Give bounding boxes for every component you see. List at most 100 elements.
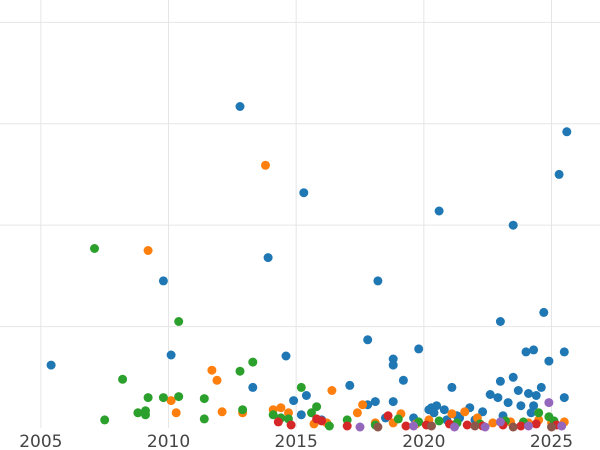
data-point [172, 408, 181, 417]
data-point [414, 344, 423, 353]
data-point [287, 421, 296, 430]
data-point [435, 416, 444, 425]
data-point [514, 386, 523, 395]
data-point [544, 357, 553, 366]
data-point [399, 376, 408, 385]
data-point [200, 394, 209, 403]
data-point [529, 345, 538, 354]
data-point [167, 396, 176, 405]
data-point [509, 373, 518, 382]
x-tick-label: 2015 [275, 432, 318, 450]
data-point [488, 418, 497, 427]
data-point [90, 244, 99, 253]
data-point [236, 367, 245, 376]
data-point [261, 161, 270, 170]
data-point [509, 221, 518, 230]
data-point [447, 383, 456, 392]
data-point [504, 398, 513, 407]
data-point [159, 393, 168, 402]
data-point [299, 188, 308, 197]
data-point [312, 402, 321, 411]
data-point [282, 352, 291, 361]
data-point [537, 383, 546, 392]
data-point [460, 407, 469, 416]
data-point [248, 383, 257, 392]
x-tick-label: 2005 [19, 432, 62, 450]
data-point [343, 422, 352, 431]
data-point [159, 276, 168, 285]
data-point [264, 253, 273, 262]
data-point [409, 422, 418, 431]
data-point [47, 361, 56, 370]
data-point [486, 390, 495, 399]
data-point [539, 308, 548, 317]
data-point [317, 416, 326, 425]
data-point [356, 423, 365, 432]
data-point [389, 397, 398, 406]
data-point [560, 347, 569, 356]
data-point [297, 383, 306, 392]
data-point [325, 422, 334, 431]
data-point [560, 393, 569, 402]
data-point [218, 407, 227, 416]
data-point [447, 409, 456, 418]
data-point [371, 397, 380, 406]
data-point [389, 355, 398, 364]
data-point [509, 423, 518, 432]
data-point [141, 410, 150, 419]
data-point [562, 127, 571, 136]
data-point [547, 423, 556, 432]
data-point [200, 414, 209, 423]
data-point [524, 422, 533, 431]
data-point [373, 276, 382, 285]
data-point [532, 391, 541, 400]
data-point [345, 381, 354, 390]
data-point [496, 377, 505, 386]
data-point [470, 422, 479, 431]
data-point [274, 417, 283, 426]
data-point [435, 207, 444, 216]
data-point [481, 423, 490, 432]
data-point [236, 102, 245, 111]
data-point [373, 423, 382, 432]
data-point [440, 405, 449, 414]
data-point [248, 358, 257, 367]
data-point [493, 393, 502, 402]
data-point [427, 422, 436, 431]
data-point [167, 351, 176, 360]
data-point [544, 398, 553, 407]
data-point [133, 408, 142, 417]
x-tick-label: 2025 [530, 432, 573, 450]
data-point [302, 391, 311, 400]
data-point [496, 317, 505, 326]
data-point [522, 347, 531, 356]
data-point [144, 393, 153, 402]
data-point [353, 408, 362, 417]
data-point [174, 317, 183, 326]
data-point [516, 401, 525, 410]
data-point [557, 422, 566, 431]
data-point [276, 403, 285, 412]
x-tick-label: 2020 [402, 432, 445, 450]
data-point [450, 423, 459, 432]
data-point [297, 410, 306, 419]
data-point [358, 400, 367, 409]
data-point [394, 414, 403, 423]
data-point [100, 415, 109, 424]
data-point [144, 246, 153, 255]
data-point [524, 389, 533, 398]
data-point [289, 396, 298, 405]
data-point [555, 170, 564, 179]
data-point [463, 421, 472, 430]
data-point [174, 392, 183, 401]
data-point [118, 375, 127, 384]
data-point [532, 419, 541, 428]
data-point [496, 417, 505, 426]
data-point [327, 386, 336, 395]
data-point [384, 411, 393, 420]
data-point [363, 335, 372, 344]
data-point [213, 376, 222, 385]
data-point [534, 408, 543, 417]
data-point [207, 366, 216, 375]
